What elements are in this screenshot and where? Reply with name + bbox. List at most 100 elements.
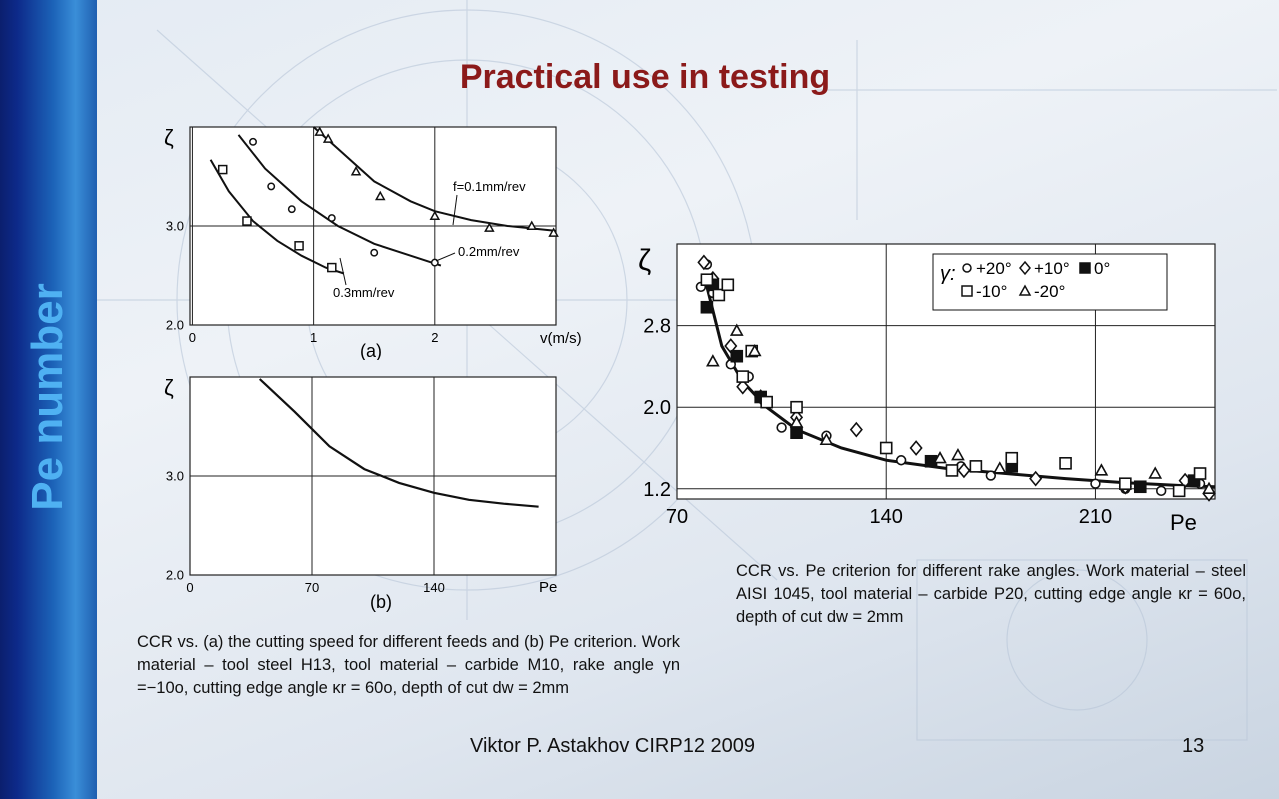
x-tick-label: 0 (189, 330, 196, 345)
legend-label: +10° (1034, 259, 1070, 278)
chart-c-point (879, 441, 893, 455)
chart-c-point (700, 300, 714, 314)
chart-c-point (909, 440, 923, 456)
chart-c-point (706, 354, 720, 367)
chart-c-point (760, 395, 773, 409)
chart-c-point (992, 461, 1007, 474)
footer-author: Viktor P. Astakhov CIRP12 2009 (470, 735, 755, 757)
legend-label: +20° (976, 259, 1012, 278)
chart-c-point (789, 415, 804, 428)
chart-c-point (736, 378, 750, 395)
chart-a-fit-3 (209, 159, 345, 275)
chart-a-point (374, 190, 386, 201)
chart-a-point (217, 164, 228, 175)
chart-a-point (429, 210, 441, 221)
chart-c-point (747, 343, 762, 357)
chart-a-panel-label: (a) (360, 341, 382, 360)
chart-c-point (1133, 480, 1147, 494)
chart-a-series-label: 0.2mm/rev (458, 244, 520, 259)
x-tick-label: 210 (1079, 506, 1112, 528)
chart-c-point (776, 422, 787, 433)
chart-c-point (849, 421, 863, 438)
chart-c-point (945, 464, 959, 477)
chart-c-point (790, 400, 803, 414)
chart-a-point (484, 222, 495, 232)
y-tick-label: 3.0 (166, 219, 184, 234)
chart-a-leader-2 (435, 252, 456, 262)
chart-c-point (1090, 478, 1101, 489)
chart-a-point (327, 214, 336, 223)
y-tick-label: 2.0 (166, 318, 184, 333)
legend-marker (961, 285, 973, 297)
chart-a-point (327, 262, 337, 273)
chart-a-point (350, 166, 362, 176)
caption-right: CCR vs. Pe criterion for different rake … (736, 562, 1246, 626)
chart-c-point (1005, 451, 1019, 465)
chart-c-point (712, 288, 726, 302)
chart-a-point (526, 220, 538, 230)
x-tick-label: 0 (186, 580, 193, 595)
x-tick-label: 70 (666, 506, 688, 528)
chart-c-point (730, 349, 744, 363)
chart-c-point (951, 447, 965, 461)
chart-a-point (548, 227, 559, 237)
chart-c-point (1193, 467, 1207, 480)
y-tick-label: 1.2 (643, 479, 671, 501)
legend-title: γ: (940, 263, 956, 285)
y-tick-label: 3.0 (166, 469, 184, 484)
sidebar-label: Pe number (23, 283, 72, 511)
x-tick-label: 2 (431, 330, 438, 345)
chart-c-point (790, 426, 803, 439)
chart-a-point (294, 241, 304, 251)
chart-c-point (933, 451, 947, 464)
chart-a-xlabel: v(m/s) (540, 330, 582, 347)
chart-a-series-label: f=0.1mm/rev (453, 179, 526, 194)
chart-c-point (1059, 457, 1072, 470)
chart-b-xlabel: Pe (539, 579, 557, 596)
chart-b-curve (258, 378, 539, 508)
chart-c-point (1119, 477, 1132, 490)
chart-c-point (895, 455, 907, 466)
x-tick-label: 1 (310, 330, 317, 345)
chart-a-point (314, 126, 325, 136)
chart-c-point (957, 462, 971, 479)
chart-c-xlabel: Pe (1170, 510, 1197, 535)
chart-c-point (697, 254, 711, 271)
chart-a-point (287, 205, 296, 214)
chart-b-panel-label: (b) (370, 592, 392, 612)
legend-label: 0° (1094, 259, 1110, 278)
chart-a-leader-3 (339, 257, 347, 286)
legend-marker (1079, 262, 1091, 274)
x-tick-label: 140 (870, 506, 903, 528)
x-tick-label: 140 (423, 580, 445, 595)
chart-c-ylabel: ζ (638, 244, 651, 277)
chart-c-point (1094, 463, 1109, 476)
legend-label: -20° (1034, 282, 1065, 301)
chart-a-point (267, 182, 276, 191)
y-tick-label: 2.0 (166, 568, 184, 583)
x-tick-label: 70 (305, 580, 319, 595)
caption-left: CCR vs. (a) the cutting speed for differ… (137, 633, 680, 697)
chart-c-point (700, 273, 714, 287)
chart-b-ylabel: ζ (164, 375, 174, 400)
chart-b: 0 70 140 2.0 3.0 ζ Pe (b) (164, 375, 557, 612)
chart-c-point (969, 460, 983, 473)
chart-c-point (819, 432, 834, 446)
chart-a-series-label: 0.3mm/rev (333, 285, 395, 300)
chart-c-point (729, 323, 744, 336)
chart-a-fit-1 (312, 126, 557, 232)
legend-marker (1018, 284, 1032, 296)
chart-a-ylabel: ζ (164, 125, 174, 150)
chart-a-point (370, 248, 379, 257)
chart-c-legend: γ: +20° +10° 0° -10° -20° (932, 253, 1168, 311)
chart-a-leader-1 (452, 194, 458, 226)
chart-a-point (242, 216, 252, 226)
legend-marker (962, 263, 972, 273)
chart-c-point (1148, 466, 1163, 479)
chart-c-point (1155, 485, 1167, 497)
legend-box (932, 253, 1168, 311)
chart-c: 70 140 210 1.2 2.0 2.8 ζ Pe γ: +20° +10° 0° -10°… (638, 243, 1216, 535)
legend-label: -10° (976, 282, 1007, 301)
chart-c-point (721, 278, 735, 292)
chart-c-point (736, 370, 750, 383)
